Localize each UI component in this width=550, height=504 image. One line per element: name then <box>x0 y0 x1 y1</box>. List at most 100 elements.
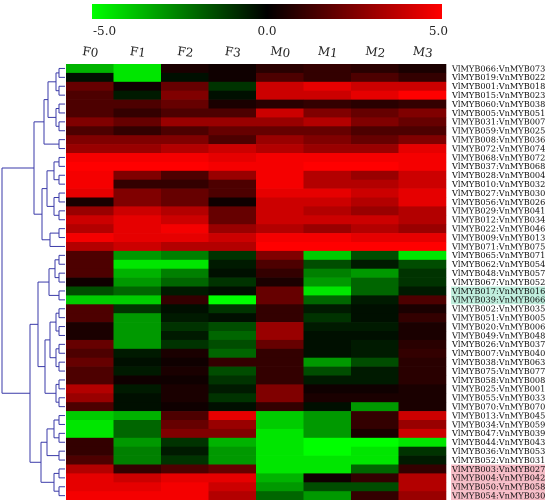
heatmap-cell <box>113 402 162 412</box>
heatmap-cell <box>113 64 162 74</box>
heatmap-cell <box>303 268 352 278</box>
heatmap-cell <box>161 108 209 118</box>
heatmap-cell <box>351 161 399 172</box>
heatmap-cell <box>303 393 352 403</box>
heatmap-cell <box>113 339 162 350</box>
heatmap-cell <box>113 393 162 403</box>
heatmap-cell <box>66 135 114 145</box>
column-label-f2: F2 <box>176 44 194 60</box>
heatmap-cell <box>66 304 114 314</box>
heatmap-cell <box>161 402 209 412</box>
heatmap-cell <box>208 117 257 127</box>
heatmap-cell <box>208 464 257 474</box>
heatmap-cell <box>66 268 114 278</box>
heatmap-cell <box>303 384 352 394</box>
heatmap-cell <box>113 482 162 492</box>
heatmap-cell <box>208 482 257 492</box>
heatmap-cell <box>208 420 257 430</box>
heatmap-cell <box>113 375 162 385</box>
heatmap-cell <box>256 188 304 198</box>
heatmap-cell <box>256 384 304 394</box>
heatmap-cell <box>351 402 399 412</box>
heatmap-cell <box>208 286 257 296</box>
row-label: VlMYB037:VnMYB068 <box>451 161 545 171</box>
heatmap-cell <box>66 233 114 243</box>
heatmap-cell <box>256 161 304 172</box>
heatmap-cell <box>113 233 162 243</box>
heatmap-cell <box>398 197 447 207</box>
row-label: VlMYB048:VnMYB057 <box>451 268 545 278</box>
heatmap-cell <box>66 384 114 394</box>
heatmap-cell <box>303 428 352 439</box>
heatmap-cell <box>161 357 209 367</box>
heatmap-cell <box>66 322 114 332</box>
heatmap-cell <box>66 420 114 430</box>
heatmap-cell <box>351 90 399 100</box>
heatmap-cell <box>161 144 209 154</box>
heatmap-cell <box>256 197 304 207</box>
heatmap-cell <box>113 170 162 180</box>
heatmap-cell <box>161 81 209 91</box>
row-label: VlMYB002:VnMYB035 <box>451 304 545 314</box>
heatmap-cell <box>398 455 447 465</box>
heatmap-cell <box>351 339 399 350</box>
row-label: VlMYB070:VnMYB070 <box>451 402 545 412</box>
heatmap-cell <box>208 268 257 278</box>
heatmap-cell <box>66 188 114 198</box>
heatmap-cell <box>208 375 257 385</box>
heatmap-cell <box>161 126 209 136</box>
row-label: VlMYB008:VnMYB036 <box>451 135 545 145</box>
heatmap-cell <box>303 259 352 269</box>
heatmap-cell <box>351 126 399 136</box>
heatmap-cell <box>161 384 209 394</box>
heatmap-cell <box>113 268 162 278</box>
heatmap-cell <box>161 90 209 100</box>
heatmap-cell <box>208 242 257 252</box>
heatmap-cell <box>113 99 162 109</box>
heatmap-cell <box>351 144 399 154</box>
heatmap-cell <box>113 322 162 332</box>
heatmap-cell <box>113 242 162 252</box>
column-label-m3: M3 <box>412 44 434 61</box>
heatmap-cell <box>66 179 114 189</box>
heatmap-cell <box>113 420 162 430</box>
heatmap-cell <box>161 313 209 323</box>
heatmap-cell <box>66 144 114 154</box>
heatmap-cell <box>303 322 352 332</box>
heatmap-cell <box>303 161 352 172</box>
heatmap-cell <box>161 99 209 109</box>
column-labels: F0 F1 F2 F3 M0 M1 M2 M3 <box>81 44 433 61</box>
heatmap-cell <box>161 117 209 127</box>
heatmap-cell <box>256 179 304 189</box>
heatmap-cell <box>303 473 352 483</box>
heatmap-cell <box>398 375 447 385</box>
row-label: VlMYB054:VnMYB030 <box>451 491 545 501</box>
heatmap-cell <box>351 64 399 74</box>
heatmap-cell <box>161 473 209 483</box>
heatmap-cell <box>398 446 447 456</box>
row-label: VlMYB050:VnMYB058 <box>451 482 545 492</box>
heatmap-cell <box>256 90 304 100</box>
heatmap-cell <box>351 393 399 403</box>
heatmap-cell <box>256 233 304 243</box>
column-label-f3: F3 <box>224 44 242 60</box>
heatmap-cell <box>161 375 209 385</box>
heatmap-cell <box>398 259 447 269</box>
heatmap-cell <box>208 277 257 287</box>
row-label: VlMYB051:VnMYB005 <box>451 313 545 323</box>
heatmap-cell <box>398 153 447 163</box>
heatmap-cell <box>303 126 352 136</box>
heatmap-cell <box>303 331 352 341</box>
heatmap-cell <box>351 286 399 296</box>
heatmap-cell <box>161 250 209 261</box>
heatmap-cell <box>351 491 399 501</box>
heatmap-cell <box>113 304 162 314</box>
heatmap-cell <box>398 366 447 376</box>
heatmap-cell <box>398 491 447 501</box>
row-label: VlMYB059:VnMYB025 <box>451 126 545 136</box>
heatmap-cell <box>398 81 447 91</box>
heatmap-cell <box>351 117 399 127</box>
heatmap-cell <box>208 259 257 269</box>
heatmap-cell <box>66 313 114 323</box>
